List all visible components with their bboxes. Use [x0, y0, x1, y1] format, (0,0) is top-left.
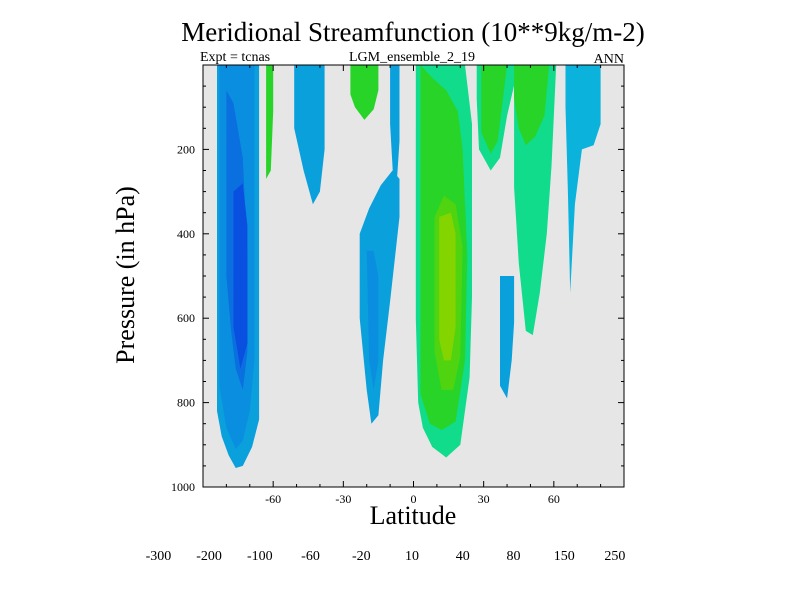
colorbar-label: -20	[352, 549, 371, 564]
axis-ticks: -60 -30 0 30 60 200 400 600 800 1000	[171, 64, 625, 506]
contour-nh-blue-small	[500, 276, 515, 399]
contour-hadley-south-inner	[366, 250, 379, 390]
colorbar-label: 40	[456, 549, 470, 564]
season-label: ANN	[594, 52, 624, 67]
y-tick-label: 1000	[171, 480, 195, 494]
contour-polar-north	[565, 65, 601, 293]
experiment-label: Expt = tcnas	[200, 50, 270, 65]
y-tick-label: 400	[177, 227, 195, 241]
colorbar-label: -300	[146, 549, 172, 564]
ensemble-label: LGM_ensemble_2_19	[349, 50, 475, 65]
contour-blue-strip-10s	[390, 65, 400, 213]
contour-sh-mid-blue	[294, 65, 325, 205]
x-tick-label: 0	[411, 492, 417, 506]
colorbar-label: -60	[301, 549, 320, 564]
x-tick-label: -30	[335, 492, 351, 506]
x-tick-label: -60	[265, 492, 281, 506]
colorbar-label: -200	[196, 549, 222, 564]
contour-nh-green-band-inner	[481, 65, 508, 154]
plot-background	[203, 65, 624, 487]
colorbar-label: -100	[247, 549, 273, 564]
colorbar: -300 -200 -100 -60 -20 10 40 80 150 250	[146, 549, 626, 564]
chart-title: Meridional Streamfunction (10**9kg/m-2)	[181, 17, 644, 47]
colorbar-label: 250	[604, 549, 625, 564]
y-tick-label: 200	[177, 142, 195, 156]
contour-green-strip-25s	[350, 65, 379, 120]
colorbar-label: 10	[405, 549, 419, 564]
colorbar-label: 150	[554, 549, 575, 564]
colorbar-label: 80	[507, 549, 521, 564]
y-tick-label: 800	[177, 396, 195, 410]
x-tick-label: 60	[548, 492, 560, 506]
contour-sh-cell-core	[233, 183, 248, 369]
contour-ferrel-north-inner	[514, 65, 550, 146]
contour-hadley-north-core	[439, 212, 456, 361]
y-axis-label: Pressure (in hPa)	[111, 186, 140, 364]
contour-layer	[202, 64, 625, 488]
x-tick-label: 30	[478, 492, 490, 506]
y-tick-label: 600	[177, 311, 195, 325]
contour-green-strip-60s	[266, 65, 274, 179]
x-axis-label: Latitude	[370, 501, 457, 530]
